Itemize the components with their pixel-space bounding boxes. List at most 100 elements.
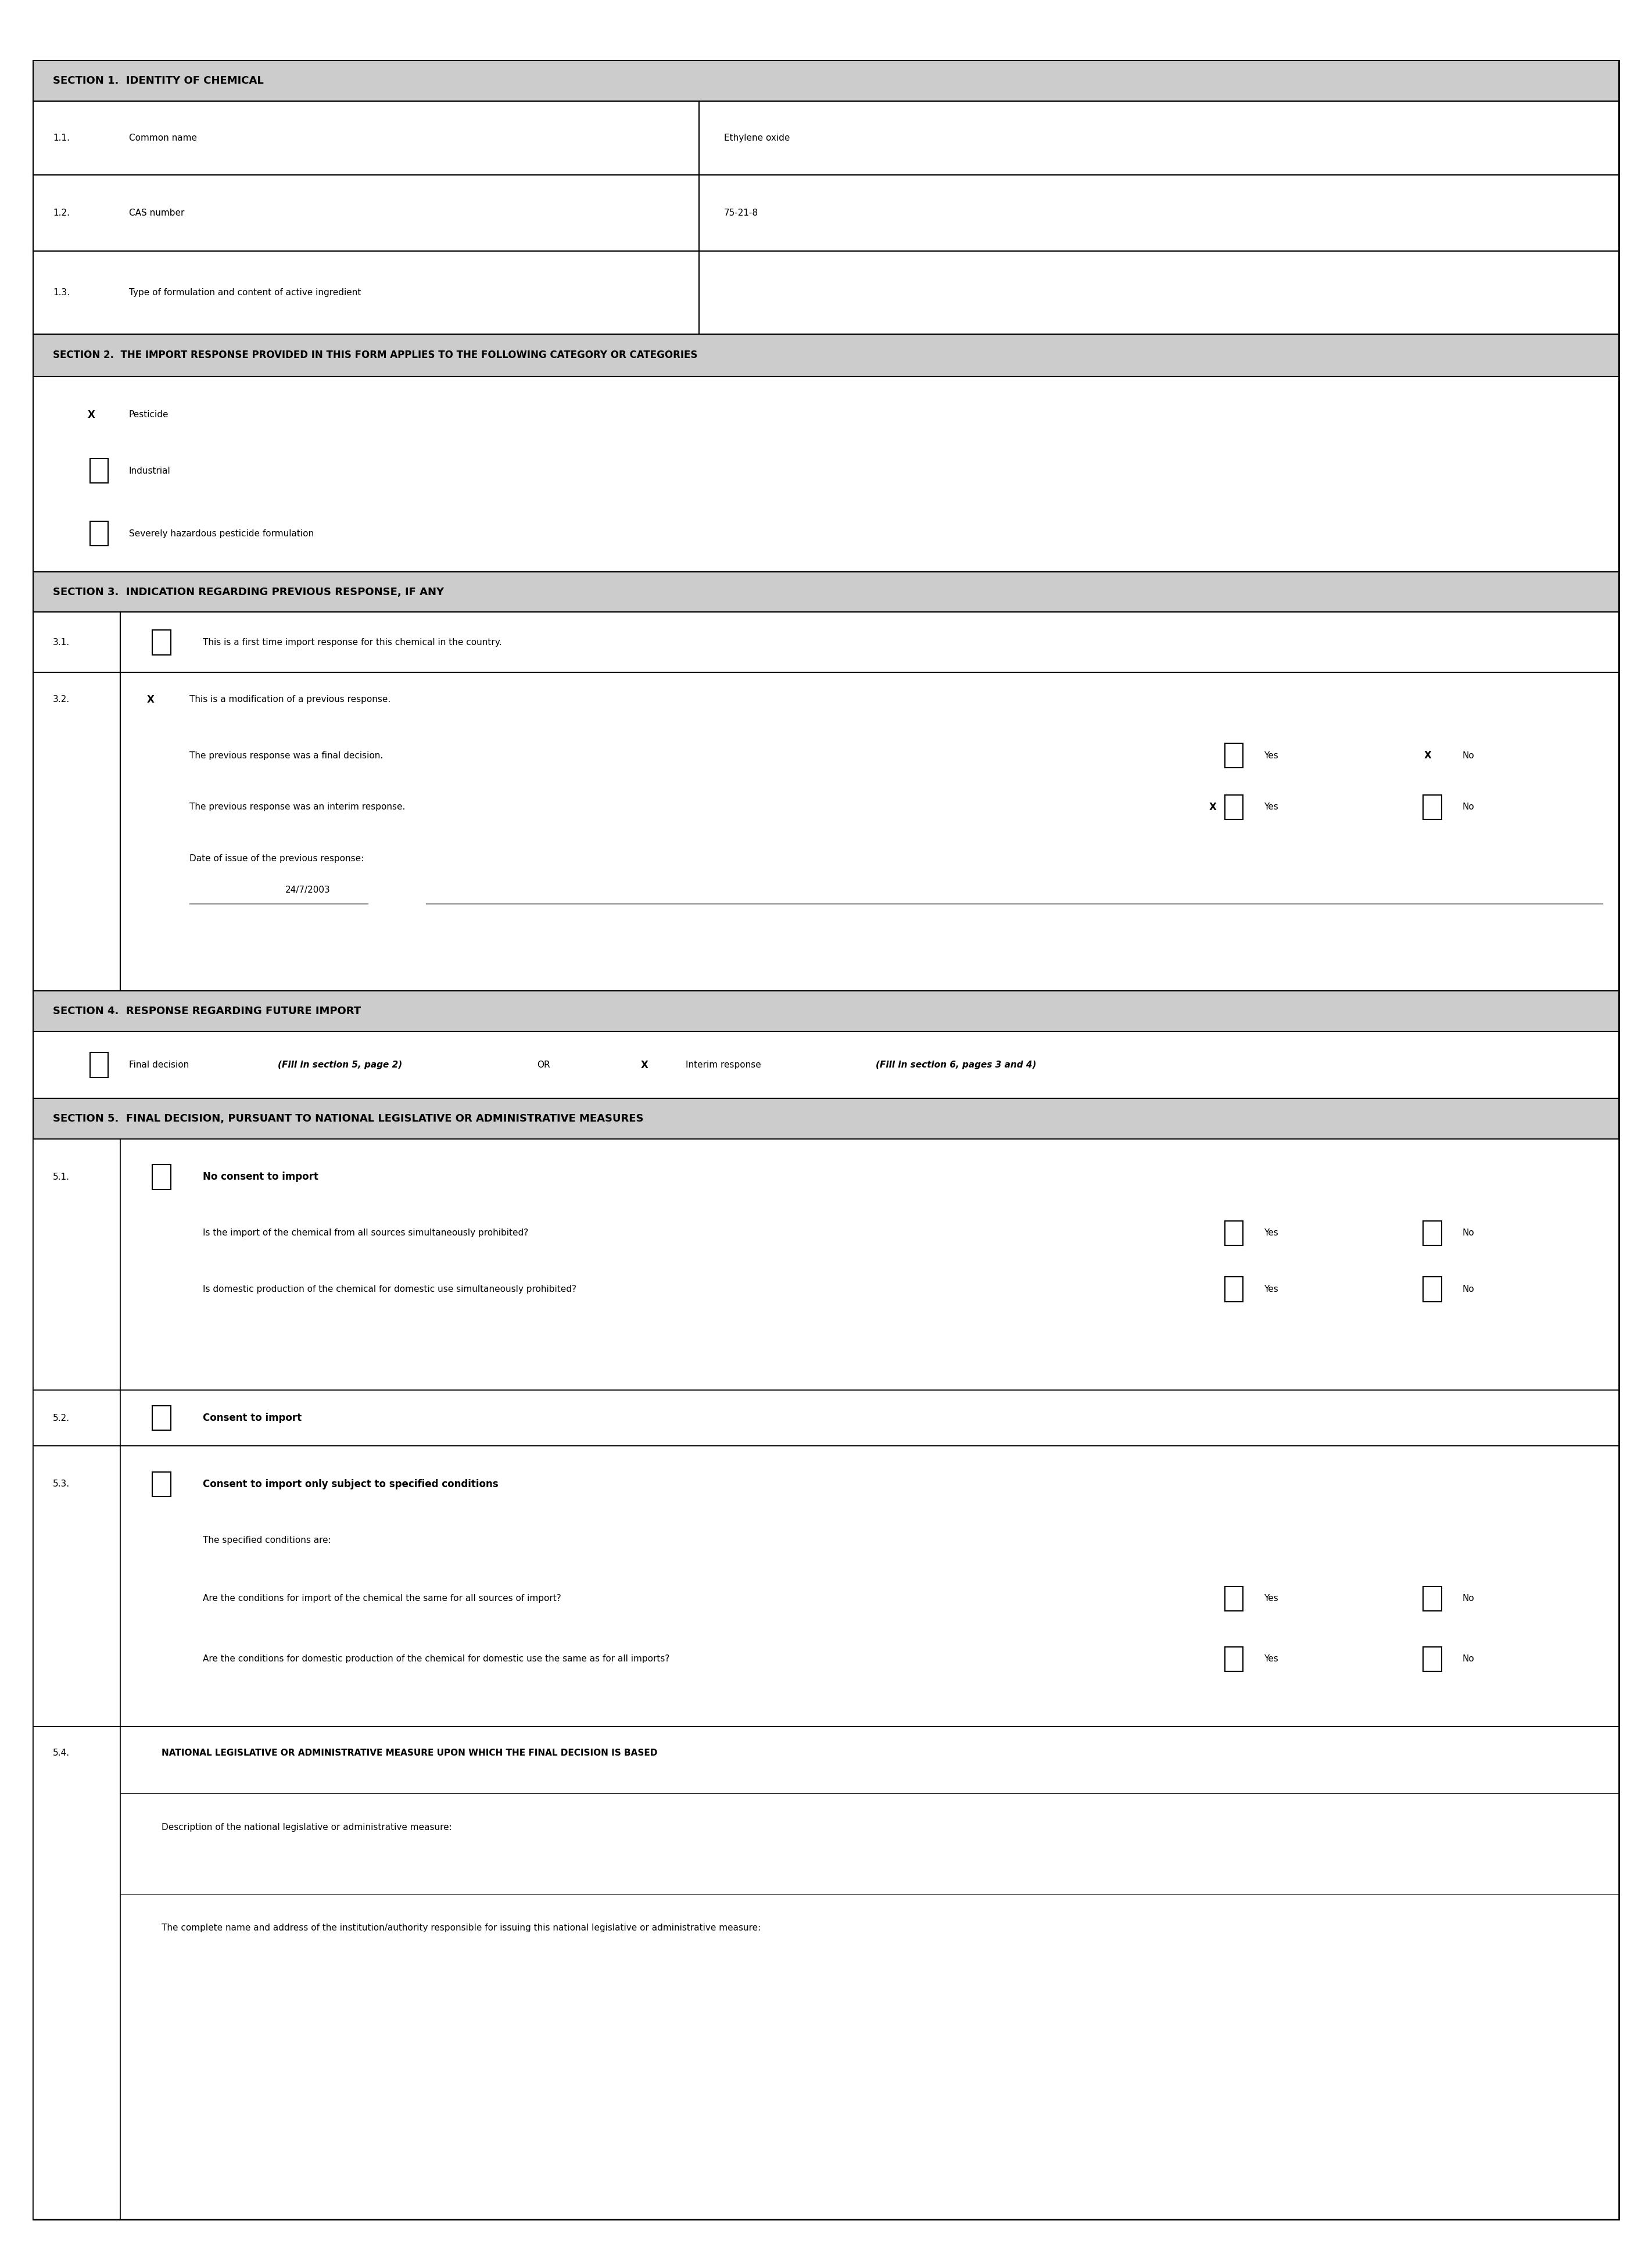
Text: This is a modification of a previous response.: This is a modification of a previous res… <box>190 695 392 704</box>
Bar <box>33 1031 1619 1099</box>
Text: Is the import of the chemical from all sources simultaneously prohibited?: Is the import of the chemical from all s… <box>203 1229 529 1238</box>
Text: Yes: Yes <box>1264 1655 1279 1664</box>
Text: Yes: Yes <box>1264 1285 1279 1294</box>
Text: Severely hazardous pesticide formulation: Severely hazardous pesticide formulation <box>129 529 314 538</box>
Text: Pesticide: Pesticide <box>129 410 169 419</box>
Text: CAS number: CAS number <box>129 209 185 217</box>
Bar <box>121 1139 1619 1390</box>
Text: No: No <box>1462 751 1474 760</box>
Text: 3.1.: 3.1. <box>53 639 69 646</box>
Bar <box>1224 1276 1244 1300</box>
Text: No: No <box>1462 1594 1474 1603</box>
Bar <box>699 101 1619 175</box>
Text: Final decision: Final decision <box>129 1060 192 1069</box>
Text: The complete name and address of the institution/authority responsible for issui: The complete name and address of the ins… <box>162 1924 762 1933</box>
Text: 3.2.: 3.2. <box>53 695 69 704</box>
Text: Are the conditions for import of the chemical the same for all sources of import: Are the conditions for import of the che… <box>203 1594 562 1603</box>
Text: X: X <box>147 695 154 704</box>
Bar <box>152 1471 170 1498</box>
Bar <box>33 673 121 991</box>
Text: 5.4.: 5.4. <box>53 1749 69 1758</box>
Text: X: X <box>88 410 96 419</box>
Text: X: X <box>1209 803 1218 812</box>
Bar <box>89 520 107 545</box>
Text: Is domestic production of the chemical for domestic use simultaneously prohibite: Is domestic production of the chemical f… <box>203 1285 577 1294</box>
Text: X: X <box>1424 751 1432 760</box>
Bar <box>33 251 699 334</box>
Bar <box>152 630 170 655</box>
Text: SECTION 3.  INDICATION REGARDING PREVIOUS RESPONSE, IF ANY: SECTION 3. INDICATION REGARDING PREVIOUS… <box>53 587 444 596</box>
Bar <box>152 1166 170 1188</box>
Bar <box>121 673 1619 991</box>
Text: No: No <box>1462 1285 1474 1294</box>
Bar <box>33 1446 121 1726</box>
Bar <box>1224 1587 1244 1610</box>
Bar <box>699 175 1619 251</box>
Text: Type of formulation and content of active ingredient: Type of formulation and content of activ… <box>129 289 360 296</box>
Bar <box>1422 1587 1441 1610</box>
Text: No: No <box>1462 1655 1474 1664</box>
Text: Consent to import: Consent to import <box>203 1412 302 1424</box>
Bar <box>33 101 699 175</box>
Bar <box>33 1139 1619 2220</box>
Text: Industrial: Industrial <box>129 466 170 475</box>
Bar <box>1422 1220 1441 1247</box>
Bar <box>33 612 121 673</box>
Text: The specified conditions are:: The specified conditions are: <box>203 1536 330 1545</box>
Text: Yes: Yes <box>1264 1594 1279 1603</box>
Bar <box>121 1390 1619 1446</box>
Text: Date of issue of the previous response:: Date of issue of the previous response: <box>190 854 363 863</box>
Bar <box>33 377 1619 572</box>
Bar <box>1224 1646 1244 1673</box>
Bar <box>33 991 1619 1031</box>
Text: Yes: Yes <box>1264 751 1279 760</box>
Text: 24/7/2003: 24/7/2003 <box>286 886 330 895</box>
Bar <box>89 1051 107 1076</box>
Text: No: No <box>1462 1229 1474 1238</box>
Bar <box>1224 1220 1244 1247</box>
Bar <box>33 1139 121 1390</box>
Text: SECTION 2.  THE IMPORT RESPONSE PROVIDED IN THIS FORM APPLIES TO THE FOLLOWING C: SECTION 2. THE IMPORT RESPONSE PROVIDED … <box>53 350 697 361</box>
Text: Common name: Common name <box>129 135 197 141</box>
Bar <box>33 1390 121 1446</box>
Text: The previous response was a final decision.: The previous response was a final decisi… <box>190 751 383 760</box>
Bar <box>33 572 1619 612</box>
Text: Interim response: Interim response <box>686 1060 763 1069</box>
Text: 5.2.: 5.2. <box>53 1415 69 1421</box>
Text: SECTION 5.  FINAL DECISION, PURSUANT TO NATIONAL LEGISLATIVE OR ADMINISTRATIVE M: SECTION 5. FINAL DECISION, PURSUANT TO N… <box>53 1114 644 1123</box>
Text: No: No <box>1462 803 1474 812</box>
Bar <box>33 1726 121 2220</box>
Text: OR: OR <box>537 1060 550 1069</box>
Bar <box>89 457 107 484</box>
Text: Yes: Yes <box>1264 1229 1279 1238</box>
Bar <box>1224 794 1244 818</box>
Bar <box>33 175 699 251</box>
Text: Ethylene oxide: Ethylene oxide <box>724 135 790 141</box>
Bar <box>1422 794 1441 818</box>
Bar <box>1422 1276 1441 1300</box>
Bar <box>1422 1646 1441 1673</box>
Text: (Fill in section 5, page 2): (Fill in section 5, page 2) <box>278 1060 401 1069</box>
Text: 1.3.: 1.3. <box>53 289 69 296</box>
Text: 5.3.: 5.3. <box>53 1480 69 1489</box>
Bar <box>699 251 1619 334</box>
Text: The previous response was an interim response.: The previous response was an interim res… <box>190 803 405 812</box>
Text: NATIONAL LEGISLATIVE OR ADMINISTRATIVE MEASURE UPON WHICH THE FINAL DECISION IS : NATIONAL LEGISLATIVE OR ADMINISTRATIVE M… <box>162 1749 657 1758</box>
Bar <box>121 1726 1619 2220</box>
Text: (Fill in section 6, pages 3 and 4): (Fill in section 6, pages 3 and 4) <box>876 1060 1036 1069</box>
Bar <box>33 334 1619 377</box>
Bar <box>121 1446 1619 1726</box>
Text: This is a first time import response for this chemical in the country.: This is a first time import response for… <box>203 639 502 646</box>
Text: No consent to import: No consent to import <box>203 1173 319 1182</box>
Text: SECTION 4.  RESPONSE REGARDING FUTURE IMPORT: SECTION 4. RESPONSE REGARDING FUTURE IMP… <box>53 1007 360 1016</box>
Text: X: X <box>641 1060 649 1069</box>
Bar <box>121 612 1619 673</box>
Text: Yes: Yes <box>1264 803 1279 812</box>
Text: 1.2.: 1.2. <box>53 209 69 217</box>
Text: 1.1.: 1.1. <box>53 135 69 141</box>
Bar <box>152 1406 170 1430</box>
Text: 5.1.: 5.1. <box>53 1173 69 1182</box>
Text: Consent to import only subject to specified conditions: Consent to import only subject to specif… <box>203 1480 499 1489</box>
Bar <box>33 1099 1619 1139</box>
Text: SECTION 1.  IDENTITY OF CHEMICAL: SECTION 1. IDENTITY OF CHEMICAL <box>53 76 264 85</box>
